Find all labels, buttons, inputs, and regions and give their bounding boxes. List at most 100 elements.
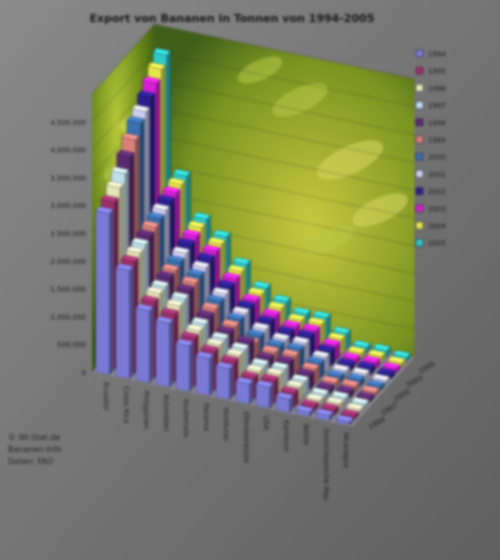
bar-top xyxy=(322,338,341,346)
legend-swatch xyxy=(415,118,424,127)
bar-top xyxy=(311,387,330,395)
bar-top xyxy=(137,90,156,98)
bar-top xyxy=(377,367,396,375)
bar-side xyxy=(209,354,214,397)
bar-top xyxy=(356,391,375,399)
bar-top xyxy=(142,76,161,84)
bar-top xyxy=(317,344,336,352)
bar-top xyxy=(155,316,174,324)
legend-label: 1994 xyxy=(428,51,446,59)
bar-top xyxy=(166,254,185,263)
legend-swatch xyxy=(415,204,424,213)
bar-top xyxy=(196,309,215,317)
bar-top xyxy=(140,295,159,303)
y-tick-label: 0 xyxy=(82,369,86,377)
bar-top xyxy=(105,180,125,189)
bar-top xyxy=(211,287,231,295)
x-tick-label: Ecuador xyxy=(102,382,110,411)
bar-side xyxy=(129,266,134,380)
bar-top xyxy=(236,335,255,343)
bar-front xyxy=(115,267,130,380)
bar-group xyxy=(95,47,411,426)
legend-swatch xyxy=(415,238,424,247)
legend-swatch xyxy=(415,135,424,144)
bar xyxy=(295,405,314,418)
bar-front xyxy=(135,307,150,384)
legend-swatch xyxy=(415,170,424,178)
bar-top xyxy=(202,244,221,252)
bar-top xyxy=(326,369,345,377)
bar-top xyxy=(266,338,285,347)
bar xyxy=(195,351,214,397)
bar-top xyxy=(286,342,305,350)
bar-top xyxy=(235,376,254,385)
bar xyxy=(255,380,274,409)
bar-top xyxy=(151,279,170,287)
bar-top xyxy=(240,370,259,378)
bar-top xyxy=(227,264,246,272)
bar-front xyxy=(255,384,270,409)
bar-top xyxy=(145,286,165,294)
bar-top xyxy=(165,299,185,307)
bar-top xyxy=(372,343,391,351)
bar-side xyxy=(229,364,234,401)
bar-top xyxy=(321,375,340,383)
bar-top xyxy=(152,47,171,56)
legend-label: 2004 xyxy=(428,223,446,231)
bar-top xyxy=(366,379,385,387)
bar xyxy=(155,316,174,388)
bar-top xyxy=(352,340,371,348)
bar-top xyxy=(307,317,326,325)
bar-top xyxy=(182,229,201,237)
bar-top xyxy=(367,349,386,357)
legend-label: 2002 xyxy=(428,188,446,196)
bar-top xyxy=(200,344,219,352)
bar-top xyxy=(231,341,250,350)
bar-top xyxy=(245,364,265,372)
legend-label: 1997 xyxy=(428,102,446,110)
bar-top xyxy=(121,132,140,141)
source-line-3: Daten: FAO xyxy=(8,457,53,466)
bar-top xyxy=(116,149,135,158)
bar-front xyxy=(215,365,230,401)
wall-texture xyxy=(272,83,328,117)
bar xyxy=(115,263,134,380)
bar-top xyxy=(146,211,165,220)
bar-top xyxy=(95,206,114,214)
bar-top xyxy=(256,351,275,359)
bar-top xyxy=(180,331,199,339)
bar-top xyxy=(181,276,200,284)
legend-label: 2003 xyxy=(428,205,446,213)
y-tick-label: 1.500.000 xyxy=(50,286,86,294)
bar-top xyxy=(312,310,331,318)
bar-top xyxy=(225,348,245,356)
bar-top xyxy=(135,303,154,311)
legend-swatch xyxy=(415,101,424,109)
x-tick-label: Elfenbeinküste xyxy=(242,412,250,464)
wall-texture xyxy=(316,140,384,180)
bar-top xyxy=(325,396,345,404)
y-tick-label: 3.500.000 xyxy=(50,174,86,182)
bar-top xyxy=(222,272,241,280)
bar-top xyxy=(316,381,335,389)
x-tick-label: Costa Rica xyxy=(122,386,130,423)
y-tick-label: 4.000.000 xyxy=(50,147,86,155)
x-tick-label: Kamerun xyxy=(282,420,290,452)
bar xyxy=(366,379,385,391)
y-tick-label: 2.500.000 xyxy=(50,230,86,238)
y-tick-label: 2.000.000 xyxy=(50,258,86,266)
bar-top xyxy=(332,326,351,334)
bar-side xyxy=(169,318,174,388)
y-tick-label: 1.000.000 xyxy=(50,313,86,321)
bar-top xyxy=(257,315,276,323)
bar-top xyxy=(187,220,206,228)
y-axis-ticks: 0 500.000 1.000.000 1.500.000 2.000.000 2.500… xyxy=(50,119,86,377)
legend-label: 2000 xyxy=(428,154,446,162)
bar-top xyxy=(206,294,225,302)
bar-top xyxy=(255,380,274,388)
grid-line xyxy=(91,24,415,95)
bar-top xyxy=(215,361,234,369)
bar-top xyxy=(251,357,270,366)
x-tick-label: Belize xyxy=(302,424,310,445)
legend-label: 1999 xyxy=(428,137,446,145)
